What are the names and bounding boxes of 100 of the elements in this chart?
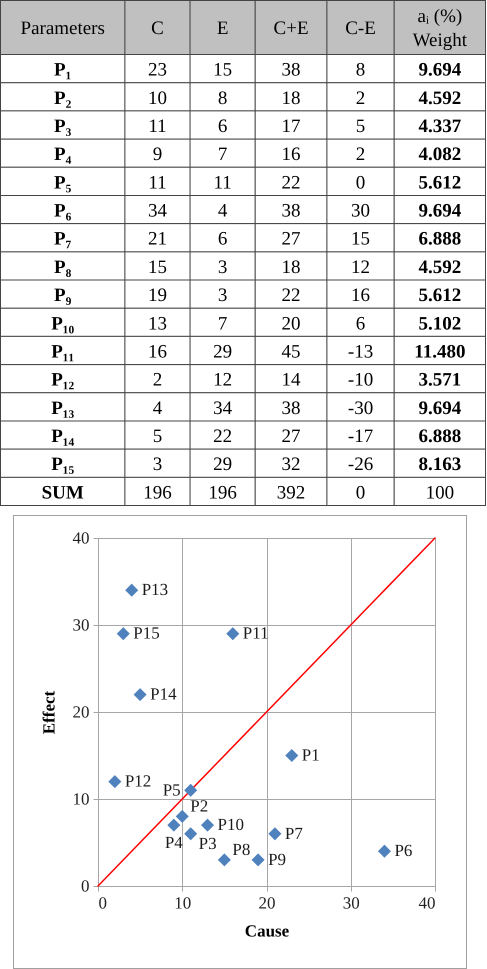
data-label: 15 — [213, 60, 232, 81]
annotation: P2 — [190, 796, 208, 816]
data-label: 11 — [148, 116, 167, 137]
y-tick-label: SUM — [42, 482, 84, 504]
data-label: 3 — [218, 256, 228, 278]
data-label: 6.888 — [418, 426, 462, 448]
x-tick-label: C-E — [345, 18, 376, 39]
point — [184, 827, 198, 840]
data-label: 11.480 — [414, 341, 466, 362]
annotation: P11 — [242, 624, 269, 643]
y-tick-label: 40 — [72, 528, 90, 548]
data-label: 392 — [276, 482, 306, 504]
data-label: 11 — [213, 172, 232, 194]
data-label: 196 — [143, 482, 172, 504]
data-label: 16 — [148, 341, 167, 362]
data-label: 2 — [356, 144, 366, 166]
data-label: 5.612 — [418, 285, 462, 306]
y-tick-label: P₁₂ — [51, 370, 75, 391]
point — [184, 784, 198, 797]
point — [252, 853, 265, 866]
data-label: -17 — [348, 426, 374, 448]
point — [285, 748, 298, 762]
point — [108, 775, 122, 788]
y-tick-label: P₁₀ — [51, 313, 75, 334]
y-tick-label: P₁₁ — [51, 341, 74, 362]
annotation: P9 — [268, 850, 286, 869]
data-label: 8.163 — [418, 454, 462, 476]
data-label: 2 — [152, 370, 162, 391]
annotation: P12 — [124, 772, 152, 791]
data-label: 14 — [282, 370, 302, 391]
data-label: 3.571 — [418, 370, 462, 391]
data-label: 4.082 — [418, 144, 462, 166]
data-label: 5.612 — [418, 172, 462, 194]
data-label: 34 — [213, 398, 233, 419]
point — [226, 627, 240, 640]
y-tick-label: P₃ — [54, 116, 72, 137]
data-label: 100 — [426, 482, 454, 504]
x-tick-label: C — [151, 18, 164, 39]
point — [116, 627, 130, 640]
annotation: P8 — [232, 840, 250, 859]
annotation: P15 — [133, 624, 160, 643]
annotation: P14 — [150, 684, 178, 704]
data-label: 12 — [351, 256, 370, 278]
data-label: 4.592 — [418, 256, 462, 278]
point — [268, 827, 282, 840]
data-label: 20 — [282, 313, 301, 334]
data-label: 29 — [213, 454, 232, 476]
data-label: 6 — [356, 313, 366, 334]
data-label: 4 — [218, 200, 228, 222]
point — [167, 818, 180, 832]
data-label: 15 — [148, 256, 167, 278]
data-label: 30 — [351, 200, 370, 222]
y-tick-label: P₈ — [54, 256, 72, 278]
y-tick-label: P₄ — [54, 144, 72, 166]
y-tick-label: P₁₅ — [51, 454, 75, 476]
data-label: 9.694 — [418, 60, 462, 81]
data-label: 18 — [282, 88, 301, 109]
data-label: 27 — [282, 228, 301, 250]
data-label: 22 — [213, 426, 232, 448]
x-tick-label: C+E — [274, 18, 309, 39]
point — [176, 810, 189, 823]
annotation: P10 — [218, 815, 244, 834]
data-label: 6 — [218, 228, 228, 250]
annotation: P7 — [284, 824, 304, 843]
data-label: 29 — [213, 341, 232, 362]
data-label: 3 — [218, 285, 228, 306]
data-label: 4.337 — [418, 116, 462, 137]
data-label: 18 — [282, 256, 301, 278]
x-tick-label: 0 — [98, 894, 107, 912]
data-label: 6.888 — [418, 228, 462, 250]
data-label: 38 — [282, 398, 301, 419]
y-tick-label: P₇ — [54, 228, 72, 250]
data-label: -10 — [348, 370, 374, 391]
y-tick-label: P₁ — [54, 60, 72, 81]
x-tick-label: 20 — [258, 894, 276, 912]
y-tick-label: P₂ — [54, 88, 72, 109]
y-tick-label: 10 — [72, 790, 90, 808]
data-label: 22 — [282, 285, 301, 306]
data-label: 9 — [152, 144, 162, 166]
annotation: P13 — [142, 580, 168, 600]
data-label: -13 — [348, 341, 374, 362]
data-label: -30 — [348, 398, 374, 419]
data-label: 38 — [282, 200, 301, 222]
data-label: 7 — [218, 144, 228, 166]
y-tick-label: 20 — [72, 702, 90, 722]
data-label: 8 — [218, 88, 228, 109]
data-label: 21 — [148, 228, 167, 250]
y-tick-label: 0 — [81, 876, 90, 896]
data-label: 6 — [218, 116, 228, 137]
data-label: 4 — [152, 398, 163, 419]
data-label: 8 — [356, 60, 366, 81]
y-tick-label: P₅ — [54, 172, 72, 194]
data-label: 5 — [152, 426, 162, 448]
data-label: 27 — [282, 426, 301, 448]
annotation: P6 — [394, 841, 412, 860]
y-axis-title: Effect — [40, 690, 58, 734]
y-tick-label: P₆ — [54, 200, 72, 222]
data-label: 13 — [148, 313, 167, 334]
data-label: 9.694 — [418, 398, 462, 419]
data-label: 22 — [282, 172, 301, 194]
